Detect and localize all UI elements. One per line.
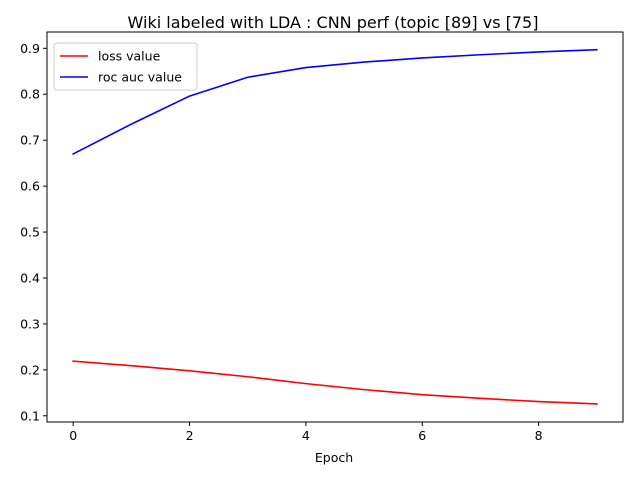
plot-area bbox=[47, 32, 623, 422]
y-tick-label-8: 0.9 bbox=[20, 41, 40, 56]
legend-box bbox=[53, 42, 198, 91]
series-line-1 bbox=[72, 48, 598, 156]
y-tick-label-4: 0.5 bbox=[20, 225, 40, 240]
series-layer bbox=[72, 48, 598, 405]
y-tick-label-6: 0.7 bbox=[20, 133, 40, 148]
x-tick-label-2: 4 bbox=[302, 428, 310, 443]
chart-title: Wiki labeled with LDA : CNN perf (topic … bbox=[128, 13, 539, 32]
plot-frame bbox=[46, 31, 624, 423]
y-tick-label-1: 0.2 bbox=[20, 362, 40, 377]
series-line-0 bbox=[72, 360, 598, 405]
x-tick-label-3: 6 bbox=[418, 428, 426, 443]
y-tick-label-5: 0.6 bbox=[20, 179, 40, 194]
y-tick-label-3: 0.4 bbox=[20, 270, 40, 285]
legend: loss value roc auc value bbox=[53, 42, 198, 91]
x-tick-label-4: 8 bbox=[535, 428, 543, 443]
x-tick-label-0: 0 bbox=[69, 428, 77, 443]
legend-label-0: loss value bbox=[98, 49, 161, 64]
y-tick-label-0: 0.1 bbox=[20, 408, 40, 423]
y-tick-label-7: 0.8 bbox=[20, 87, 40, 102]
x-axis-label: Epoch bbox=[315, 450, 353, 465]
legend-label-1: roc auc value bbox=[98, 70, 182, 85]
y-axis-ticks: 0.1 0.2 0.3 0.4 0.5 0.6 0.7 0.8 0.9 bbox=[20, 41, 47, 423]
y-tick-label-2: 0.3 bbox=[20, 316, 40, 331]
x-axis-ticks: 0 2 4 6 8 bbox=[69, 422, 543, 443]
x-tick-label-1: 2 bbox=[186, 428, 194, 443]
